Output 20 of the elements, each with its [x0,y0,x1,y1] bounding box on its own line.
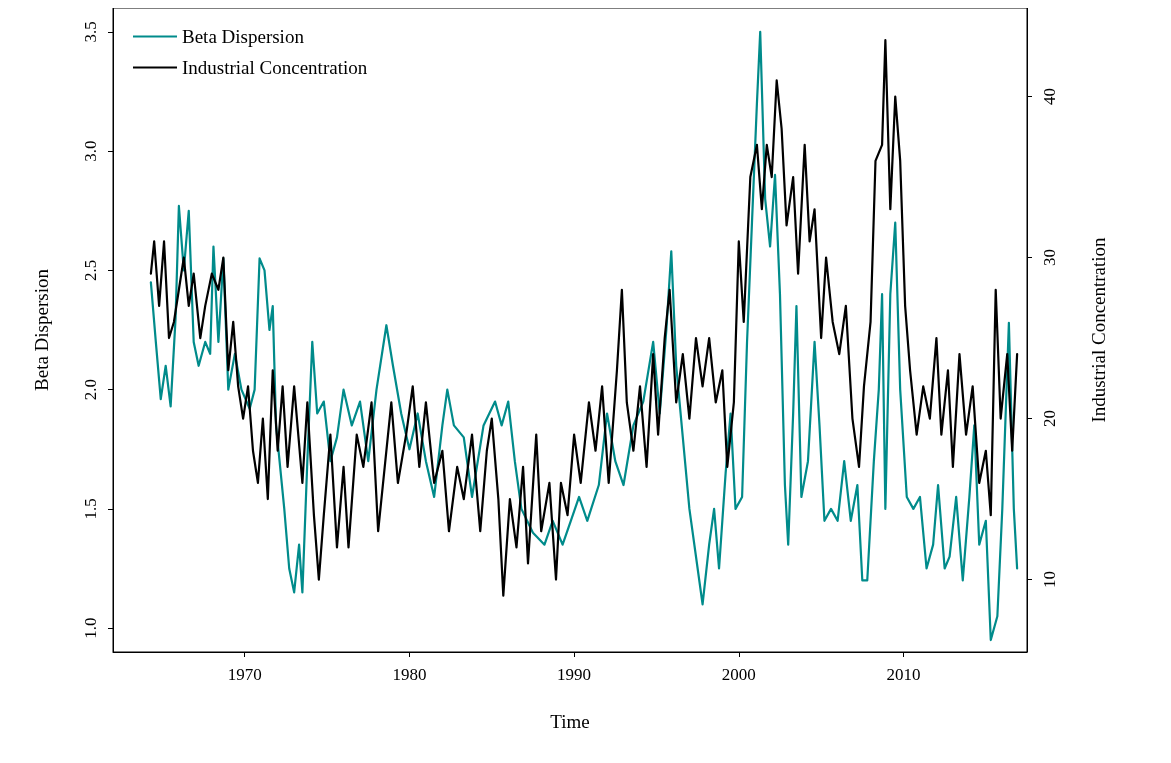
x-tick-label: 1970 [227,665,262,684]
x-tick-label: 1980 [392,665,427,684]
x-tick-label: 2000 [721,665,756,684]
x-tick-label: 1990 [557,665,592,684]
y2-tick-label: 10 [1040,571,1059,589]
x-axis-title: Time [550,711,590,732]
y-tick-label: 1.5 [81,498,100,520]
y-axis-title: Beta Dispersion [31,268,52,391]
y2-axis-title: Industrial Concentration [1088,236,1109,423]
legend-label: Industrial Concentration [182,57,368,78]
y-tick-label: 2.0 [81,379,100,401]
y2-tick-label: 20 [1040,410,1059,428]
legend-label: Beta Dispersion [182,26,305,47]
y-tick-label: 2.5 [81,259,100,281]
y2-tick-label: 30 [1040,249,1059,267]
y-tick-label: 3.0 [81,140,100,162]
y-tick-label: 1.0 [81,617,100,639]
y-tick-label: 3.5 [81,21,100,43]
x-tick-label: 2010 [886,665,921,684]
y2-tick-label: 40 [1040,88,1059,106]
